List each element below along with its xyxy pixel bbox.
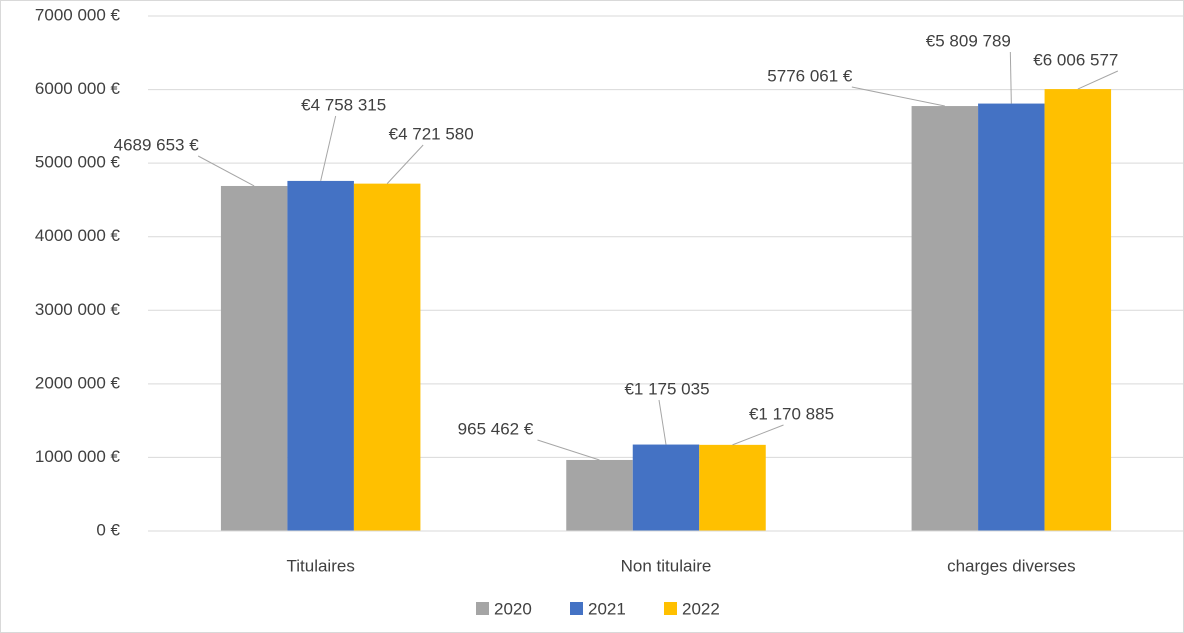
leader-line [386,144,424,184]
leader-line [732,424,784,446]
bar [911,106,979,532]
data-label: 5776 061 € [767,66,853,85]
y-tick-label: 1000 000 € [35,447,121,466]
data-label: 4689 653 € [114,135,200,154]
data-label: €4 721 580 [389,124,474,143]
leader-line [537,439,600,461]
data-label: €6 006 577 [1033,50,1118,69]
data-label: €1 175 035 [624,379,709,398]
leader-line [1009,51,1012,104]
legend-label: 2020 [494,599,532,618]
leader-line [197,155,255,187]
y-tick-label: 6000 000 € [35,79,121,98]
leader-line [851,86,945,107]
y-tick-label: 7000 000 € [35,5,121,24]
y-tick-label: 2000 000 € [35,373,121,392]
legend-label: 2021 [588,599,626,618]
bar [632,444,700,531]
legend-swatch [570,602,583,615]
x-tick-label: charges diverses [947,556,1076,575]
legend-label: 2022 [682,599,720,618]
data-label: 965 462 € [458,419,534,438]
bar [978,103,1045,531]
bar [1044,89,1112,531]
x-tick-label: Non titulaire [621,556,712,575]
y-tick-label: 4000 000 € [35,226,121,245]
y-tick-label: 5000 000 € [35,153,121,172]
legend-swatch [664,602,677,615]
y-tick-label: 3000 000 € [35,300,121,319]
x-tick-label: Titulaires [286,556,354,575]
data-label: €4 758 315 [301,95,386,114]
y-tick-label: 0 € [96,520,120,539]
data-label: €1 170 885 [749,404,834,423]
bar [220,185,288,531]
bar [287,180,354,532]
bar [353,183,421,531]
leader-line [320,115,337,182]
bar [699,444,766,531]
leader-line [1077,70,1119,90]
data-label: €5 809 789 [926,31,1011,50]
bar [566,459,633,531]
leader-line [658,399,667,445]
legend-swatch [476,602,489,615]
